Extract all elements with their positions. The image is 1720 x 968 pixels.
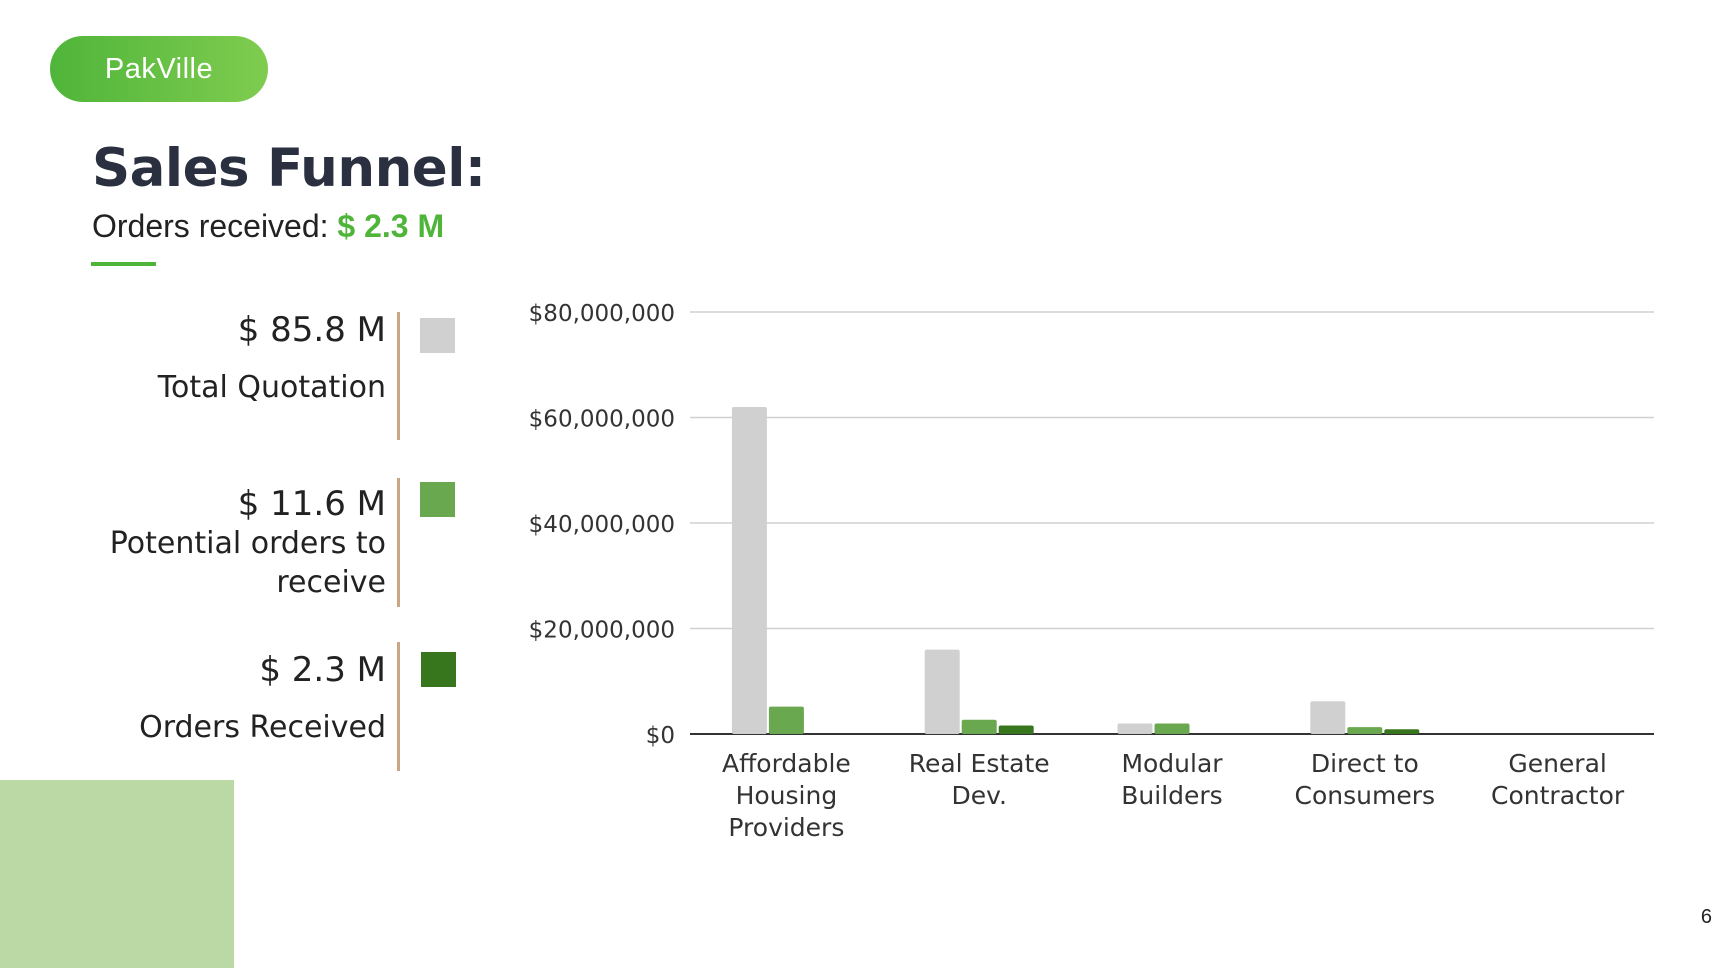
x-tick-label: Housing (736, 781, 838, 810)
bar (1154, 723, 1190, 734)
x-tick-label: Builders (1121, 781, 1222, 810)
x-tick-label: Direct to (1311, 749, 1419, 778)
legend-swatch-potential (420, 482, 455, 517)
bar (1384, 729, 1420, 734)
stat-orders-received: $ 2.3 M Orders Received (139, 650, 386, 747)
stat-value: $ 85.8 M (237, 310, 386, 350)
x-tick-label: Dev. (951, 781, 1006, 810)
stat-value: $ 2.3 M (259, 650, 386, 690)
stat-label: Orders Received (139, 710, 386, 745)
y-tick-label: $20,000,000 (529, 618, 675, 644)
bar (924, 649, 960, 734)
stat-label: Total Quotation (157, 370, 386, 405)
page-title: Sales Funnel: (92, 138, 486, 199)
decorative-corner-block (0, 780, 234, 968)
bar (768, 706, 804, 734)
brand-logo-pill: PakVille (50, 36, 268, 102)
bar (1310, 701, 1346, 734)
x-tick-label: Contractor (1491, 781, 1625, 810)
brand-label: PakVille (104, 52, 214, 85)
bar (731, 406, 767, 734)
stat-divider (397, 642, 400, 771)
y-tick-label: $0 (646, 723, 675, 749)
page-subtitle: Orders received: $ 2.3 M (92, 208, 444, 245)
stat-label-line2: receive (276, 565, 386, 600)
page-number: 6 (1700, 906, 1712, 928)
subtitle-prefix: Orders received: (92, 208, 338, 244)
subtitle-value: $ 2.3 M (337, 208, 445, 244)
bar (1347, 727, 1383, 734)
y-tick-label: $40,000,000 (529, 512, 675, 538)
bar (1117, 723, 1153, 734)
x-tick-label: Providers (728, 813, 844, 842)
y-tick-label: $80,000,000 (529, 301, 675, 327)
stat-divider (397, 312, 400, 440)
stat-total-quotation: $ 85.8 M Total Quotation (158, 310, 386, 407)
legend-swatch-total (420, 318, 455, 353)
bar (961, 719, 997, 734)
x-tick-label: Consumers (1295, 781, 1436, 810)
x-tick-label: General (1508, 749, 1607, 778)
stat-label-line1: Potential orders to (109, 526, 386, 561)
legend-swatch-received (421, 652, 456, 687)
y-tick-label: $60,000,000 (529, 407, 675, 433)
x-tick-label: Modular (1121, 749, 1223, 778)
stat-divider (397, 478, 400, 607)
bar (998, 725, 1034, 734)
x-tick-label: Real Estate (909, 749, 1050, 778)
x-tick-label: Affordable (722, 749, 851, 778)
stat-potential-orders: $ 11.6 M Potential orders to receive (110, 484, 386, 602)
stat-value: $ 11.6 M (237, 484, 386, 524)
title-underline (91, 262, 156, 266)
